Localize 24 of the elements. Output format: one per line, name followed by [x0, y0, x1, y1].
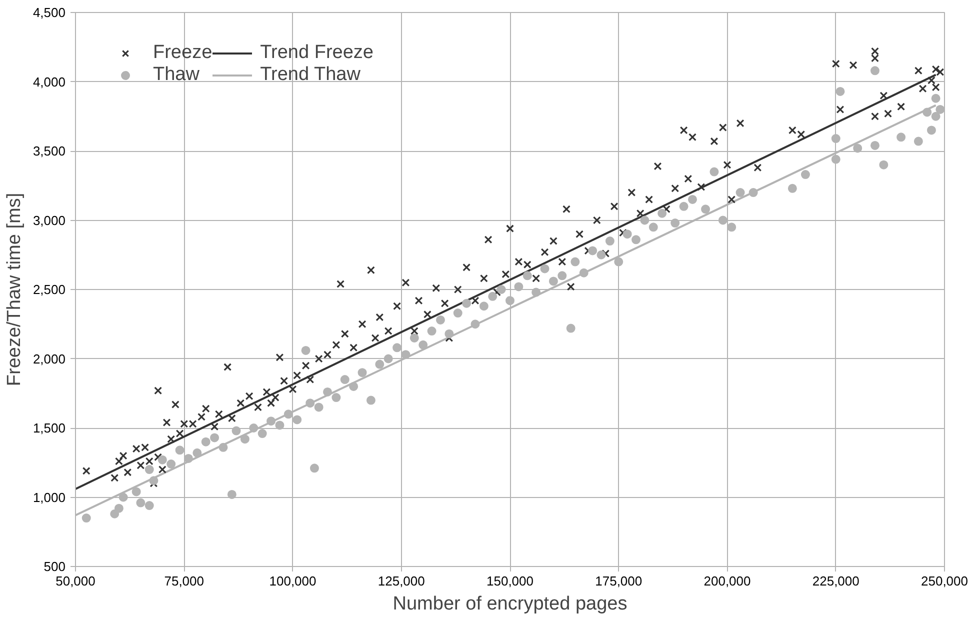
y-tick-label: 4,500 — [32, 5, 66, 20]
x-axis-title: Number of encrypted pages — [392, 594, 628, 614]
x-tick-label: 175,000 — [595, 574, 642, 588]
x-tick-label: 200,000 — [704, 574, 751, 588]
legend-label: Freeze — [153, 42, 212, 64]
y-tick-label: 3,000 — [32, 212, 66, 228]
x-tick-label: 250,000 — [921, 574, 968, 588]
y-axis-title: Freeze/Thaw time [ms] — [4, 192, 25, 386]
x-tick-label: 125,000 — [378, 574, 425, 588]
x-tick-label: 50,000 — [56, 574, 96, 588]
y-tick-label: 500 — [44, 559, 66, 574]
x-tick-label: 75,000 — [164, 574, 204, 588]
x-tick-label: 225,000 — [812, 574, 860, 588]
legend-label: Thaw — [153, 64, 200, 86]
y-tick-label: 1,500 — [32, 420, 66, 436]
legend-label: Trend Thaw — [260, 64, 360, 86]
y-tick-label: 3,500 — [32, 144, 66, 158]
x-tick-label: 100,000 — [269, 574, 316, 588]
legend-label: Trend Freeze — [260, 42, 374, 64]
y-tick-label: 4,000 — [32, 74, 66, 90]
y-tick-label: 1,000 — [32, 490, 66, 505]
y-tick-label: 2,500 — [32, 282, 66, 297]
x-tick-label: 150,000 — [486, 574, 534, 588]
y-tick-label: 2,000 — [32, 351, 66, 366]
